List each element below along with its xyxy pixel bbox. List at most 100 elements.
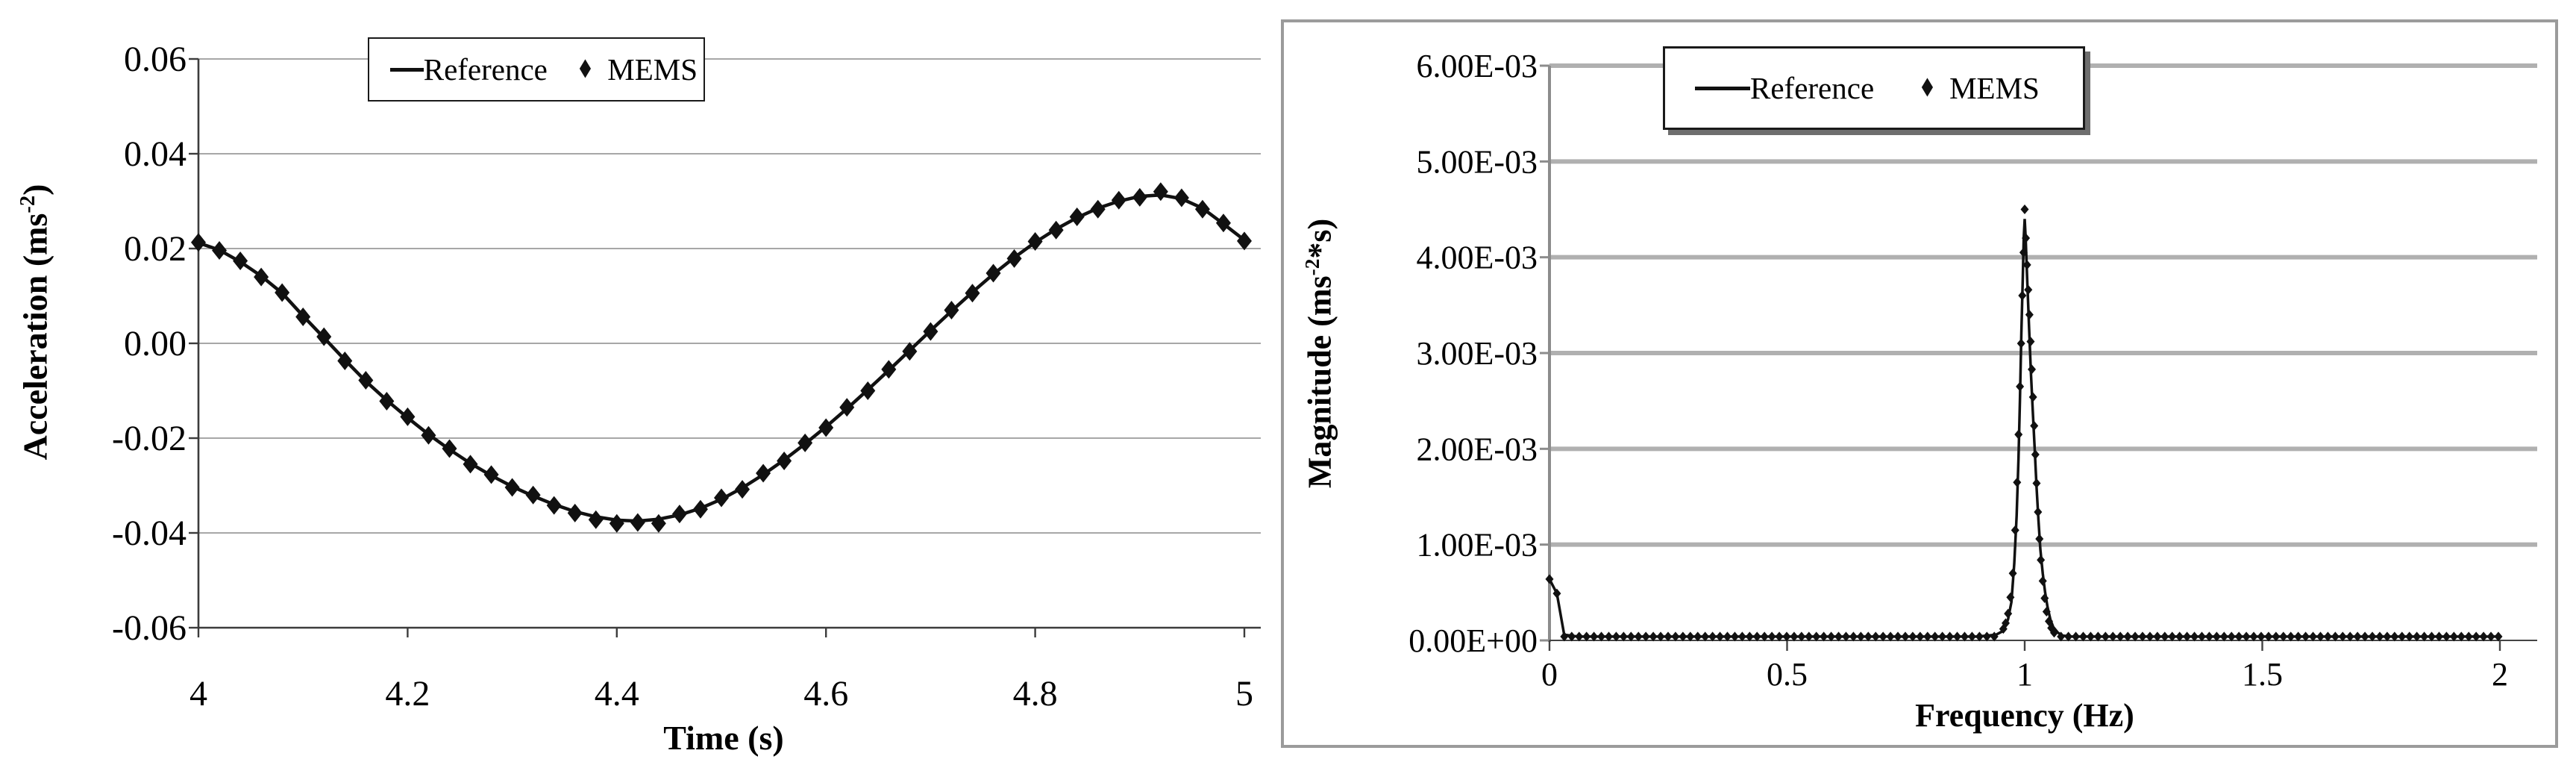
- y-tick-label: -0.04: [112, 514, 187, 553]
- mems-marker: [1604, 631, 1613, 642]
- legend-time-series: Reference ♦ MEMS: [368, 37, 705, 102]
- mems-marker: [1626, 631, 1635, 642]
- mems-marker: [1797, 631, 1806, 642]
- x-tick-label: 1.5: [2242, 656, 2283, 693]
- mems-marker: [923, 322, 938, 341]
- mems-marker: [2316, 631, 2325, 642]
- mems-marker: [902, 342, 918, 361]
- mems-marker: [1841, 631, 1850, 642]
- x-tick-label: 0: [1541, 656, 1558, 693]
- mems-marker: [1864, 631, 1873, 642]
- spectrum-figure: 6.00E-03 5.00E-03 4.00E-03 3.00E-03 2.00E-03…: [1281, 19, 2558, 748]
- mems-marker: [1686, 631, 1695, 642]
- x-tick-label: 5: [1235, 674, 1253, 714]
- y-tick-label: 0.02: [124, 229, 187, 269]
- mems-marker: [2168, 631, 2177, 642]
- mems-marker: [1849, 631, 1858, 642]
- mems-marker: [275, 283, 290, 302]
- mems-marker: [839, 398, 855, 417]
- mems-marker: [1775, 631, 1784, 642]
- mems-marker: [1723, 631, 1732, 642]
- mems-marker: [1111, 190, 1126, 210]
- mems-marker: [2190, 631, 2199, 642]
- x-axis-title-time: Time (s): [663, 719, 784, 757]
- mems-marker: [1048, 220, 1064, 240]
- mems-marker: [1812, 631, 1821, 642]
- mems-marker: [295, 307, 311, 326]
- mems-marker: [316, 327, 332, 346]
- y-axis-title-superscript: -2: [1300, 258, 1323, 276]
- y-axis-title-superscript: -2: [16, 195, 40, 213]
- mems-marker: [1967, 631, 1976, 642]
- mems-marker: [1656, 631, 1665, 642]
- mems-marker: [2197, 631, 2206, 642]
- mems-marker: [2040, 593, 2049, 604]
- mems-marker: [2383, 631, 2392, 642]
- mems-marker: [2020, 205, 2029, 214]
- mems-marker: [1634, 631, 1643, 642]
- mems-marker: [2160, 631, 2169, 642]
- mems-marker: [2093, 631, 2102, 642]
- mems-marker: [254, 267, 269, 287]
- mems-marker: [1552, 588, 1561, 599]
- y-axis-title-close: ): [16, 184, 54, 196]
- mems-marker: [2242, 631, 2251, 642]
- mems-marker: [2131, 631, 2140, 642]
- mems-marker: [1693, 631, 1702, 642]
- mems-marker: [2022, 233, 2031, 243]
- mems-marker: [2028, 364, 2037, 375]
- mems-marker: [1132, 187, 1147, 207]
- mems-marker: [2057, 631, 2066, 642]
- y-axis-title-text: Magnitude (ms: [1301, 275, 1338, 489]
- mems-marker: [1560, 631, 1569, 642]
- spectrum-chart: 6.00E-03 5.00E-03 4.00E-03 3.00E-03 2.00E-03…: [1408, 48, 2537, 693]
- mems-marker: [1886, 631, 1895, 642]
- mems-marker: [2257, 631, 2266, 642]
- mems-marker: [2331, 631, 2340, 642]
- mems-marker: [191, 233, 206, 252]
- legend-label-reference: Reference: [423, 52, 548, 87]
- mems-marker: [1567, 631, 1576, 642]
- mems-marker: [1938, 631, 1947, 642]
- mems-marker: [463, 455, 478, 474]
- y-tick-label: 2.00E-03: [1416, 431, 1538, 467]
- x-tick-label: 2: [2492, 656, 2508, 693]
- y-tick-label: -0.06: [112, 608, 187, 648]
- mems-marker: [2002, 618, 2011, 628]
- mems-marker: [442, 439, 457, 458]
- mems-marker: [1716, 631, 1725, 642]
- mems-marker: [2064, 631, 2073, 642]
- mems-marker: [1737, 631, 1746, 642]
- mems-marker: [2026, 337, 2035, 347]
- mems-marker: [2042, 607, 2051, 617]
- mems-marker: [1745, 631, 1754, 642]
- mems-marker: [1820, 631, 1828, 642]
- mems-marker: [2479, 631, 2488, 642]
- mems-marker: [2014, 429, 2023, 440]
- mems-marker: [1856, 631, 1865, 642]
- mems-marker: [985, 263, 1001, 283]
- mems-marker: [1545, 574, 1554, 584]
- mems-marker: [2287, 631, 2295, 642]
- mems-marker: [2006, 592, 2015, 602]
- mems-marker: [483, 465, 499, 484]
- mems-marker: [1649, 631, 1658, 642]
- mems-marker: [1619, 631, 1628, 642]
- mems-marker: [2022, 260, 2031, 270]
- mems-marker: [2153, 631, 2162, 642]
- reference-line-sample-icon: [1695, 86, 1750, 90]
- x-tick-label: 4: [189, 674, 207, 714]
- mems-marker: [777, 451, 792, 470]
- mems-marker: [2019, 247, 2028, 258]
- mems-marker: [1671, 631, 1680, 642]
- mems-marker: [400, 407, 416, 426]
- mems-marker: [379, 391, 395, 411]
- mems-marker: [1679, 631, 1687, 642]
- mems-marker: [2086, 631, 2095, 642]
- diamond-marker-icon: ♦: [576, 54, 595, 85]
- mems-marker: [2028, 392, 2037, 402]
- mems-marker: [609, 514, 624, 533]
- mems-marker: [2038, 575, 2047, 586]
- reference-line: [1548, 219, 2500, 638]
